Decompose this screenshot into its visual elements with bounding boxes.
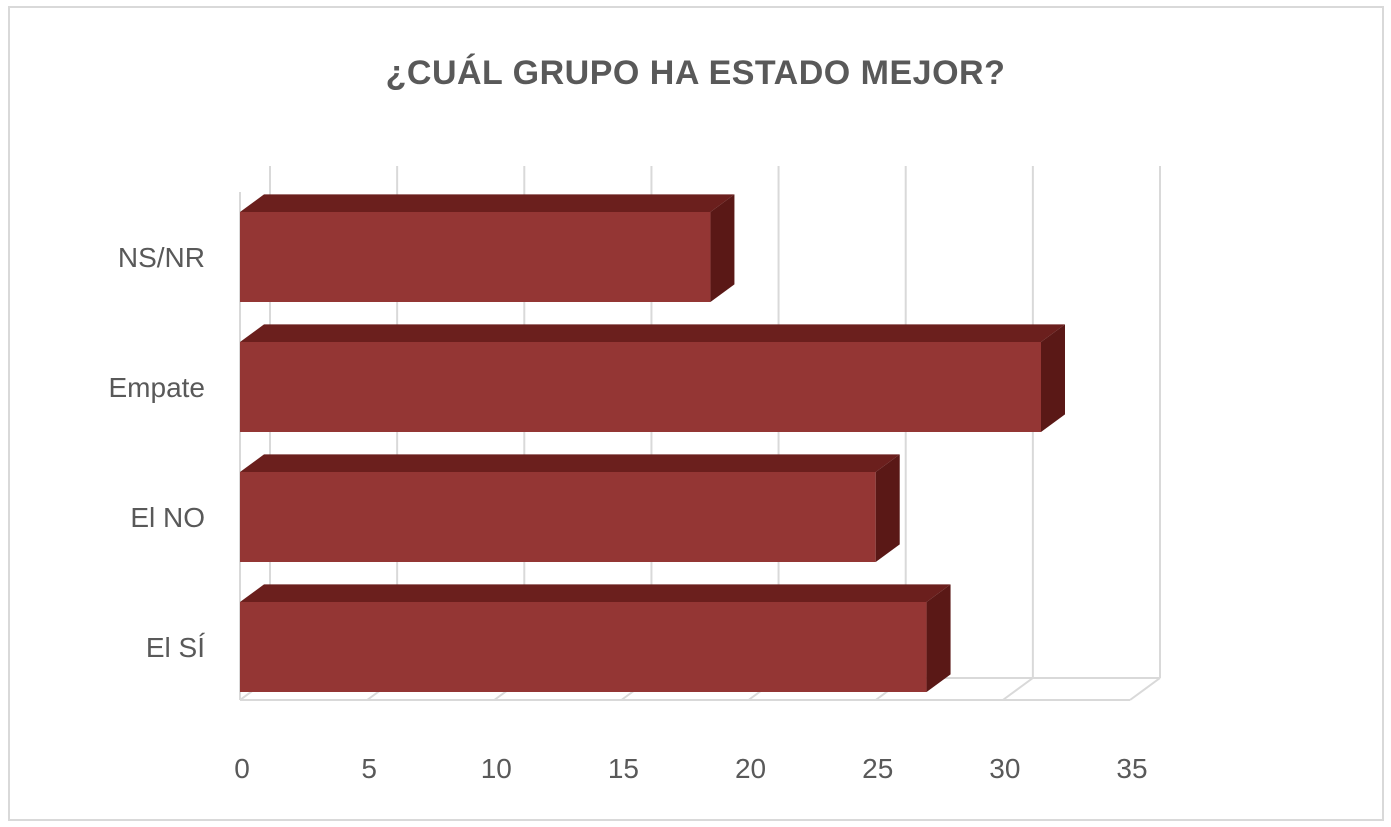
category-label-2: Empate [109,372,206,403]
x-tick-label-1: 5 [361,753,377,784]
x-tick-label-4: 20 [735,753,766,784]
category-label-0: El SÍ [146,632,205,663]
bar-layer [240,194,1065,692]
x-tick-label-7: 35 [1116,753,1147,784]
bar-top-0 [240,584,951,602]
bar-2 [240,342,1041,432]
bar-3 [240,212,711,302]
bar-top-1 [240,454,900,472]
x-tick-label-3: 15 [608,753,639,784]
label-layer: El SÍ El NO Empate NS/NR 0 5 10 15 20 25 30 35 [109,242,1148,784]
floor-line-6 [1002,677,1034,701]
x-tick-label-6: 30 [989,753,1020,784]
x-tick-label-0: 0 [234,753,250,784]
floor-line-7 [1129,677,1161,701]
chart-title: ¿CUÁL GRUPO HA ESTADO MEJOR? [385,54,1006,92]
bar-top-2 [240,324,1065,342]
x-tick-label-5: 25 [862,753,893,784]
bar-side-3 [710,194,735,302]
x-tick-label-2: 10 [481,753,512,784]
bar-side-0 [926,584,951,692]
bar-0 [240,602,927,692]
bar-side-1 [875,454,900,562]
category-label-1: El NO [130,502,205,533]
bar-1 [240,472,876,562]
bar-side-2 [1041,324,1065,432]
category-label-3: NS/NR [118,242,205,273]
bar-top-3 [240,194,735,212]
